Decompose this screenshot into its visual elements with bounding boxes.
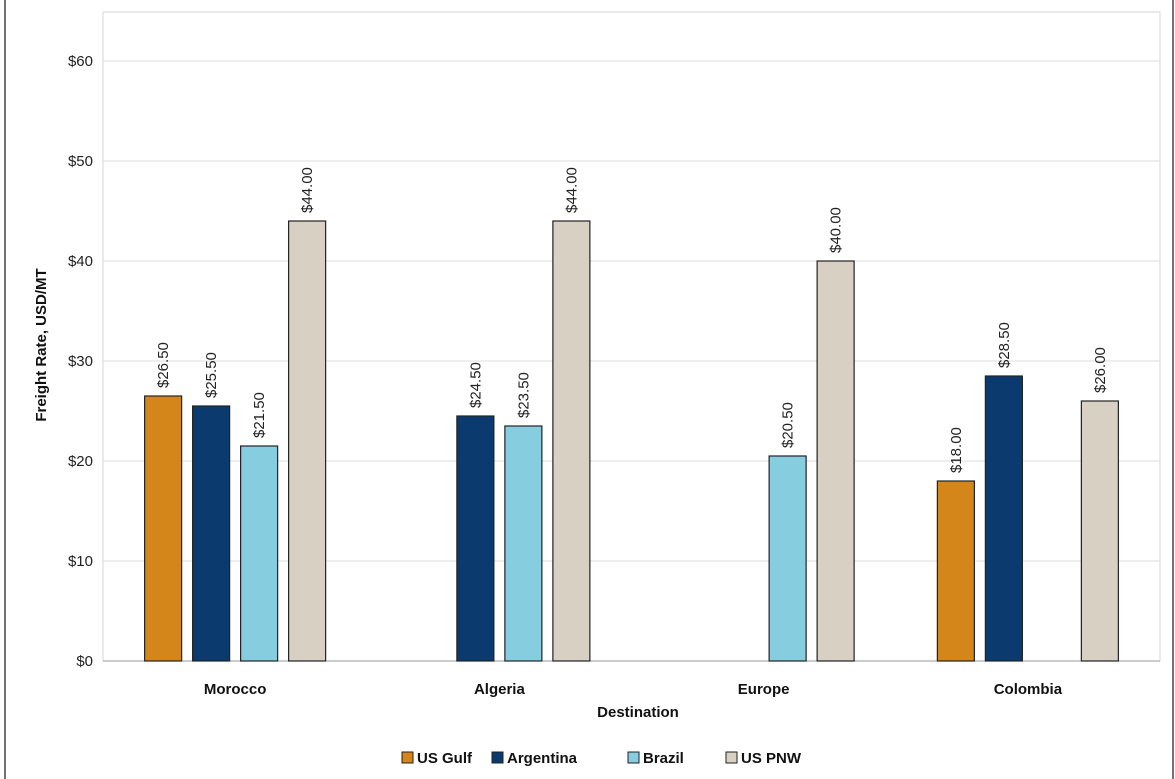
- data-label: $23.50: [515, 372, 532, 418]
- category-label-europe: Europe: [738, 681, 790, 698]
- data-labels: $26.50 $25.50 $21.50 $44.00 $24.50 $23.50 $44.…: [155, 167, 1109, 473]
- bar-us-pnw-morocco: [288, 220, 327, 662]
- gridlines: [102, 11, 1161, 662]
- y-tick-label: $20: [68, 453, 93, 470]
- legend-swatch-argentina: [491, 751, 504, 764]
- y-tick-label: $50: [68, 153, 93, 170]
- legend-label-us-pnw: US PNW: [741, 750, 802, 767]
- bar-us-pnw-colombia: [1080, 400, 1119, 662]
- data-label: $18.00: [948, 427, 965, 473]
- y-tick-label: $40: [68, 253, 93, 270]
- y-tick-label: $30: [68, 353, 93, 370]
- data-label: $20.50: [780, 402, 797, 448]
- bar-brazil-europe: [768, 455, 807, 662]
- category-label-morocco: Morocco: [204, 681, 267, 698]
- bar-us-gulf-morocco: [144, 395, 183, 662]
- legend-swatch-brazil: [627, 751, 640, 764]
- y-tick-label: $0: [76, 653, 93, 670]
- bar-brazil-algeria: [504, 425, 543, 662]
- legend-swatch-us-gulf: [401, 751, 414, 764]
- y-tick-label: $60: [68, 53, 93, 70]
- y-tick-label: $10: [68, 553, 93, 570]
- legend-label-us-gulf: US Gulf: [417, 750, 473, 767]
- y-axis-ticks: $0 $10 $20 $30 $40 $50 $60: [68, 53, 93, 670]
- bar-us-gulf-colombia: [936, 480, 975, 662]
- data-label: $28.50: [996, 322, 1013, 368]
- category-label-colombia: Colombia: [994, 681, 1063, 698]
- x-axis-title: Destination: [597, 704, 679, 721]
- bar-argentina-algeria: [456, 415, 495, 662]
- legend-swatch-us-pnw: [725, 751, 738, 764]
- data-label: $44.00: [563, 167, 580, 213]
- bar-us-pnw-algeria: [552, 220, 591, 662]
- legend-label-brazil: Brazil: [643, 750, 684, 767]
- data-label: $44.00: [299, 167, 316, 213]
- data-label: $21.50: [251, 392, 268, 438]
- data-label: $25.50: [203, 352, 220, 398]
- bar-argentina-morocco: [192, 405, 231, 662]
- data-label: $26.50: [155, 342, 172, 388]
- category-label-algeria: Algeria: [474, 681, 526, 698]
- y-axis-title: Freight Rate, USD/MT: [33, 268, 50, 421]
- bar-brazil-morocco: [240, 445, 279, 662]
- data-label: $40.00: [828, 207, 845, 253]
- legend-label-argentina: Argentina: [507, 750, 578, 767]
- bar-argentina-colombia: [984, 375, 1023, 662]
- x-axis-categories: Morocco Algeria Europe Colombia: [204, 681, 1063, 698]
- legend: US Gulf Argentina Brazil US PNW: [401, 750, 802, 767]
- data-label: $24.50: [467, 362, 484, 408]
- bar-us-pnw-europe: [816, 260, 855, 662]
- data-label: $26.00: [1092, 347, 1109, 393]
- bars: [144, 220, 1119, 662]
